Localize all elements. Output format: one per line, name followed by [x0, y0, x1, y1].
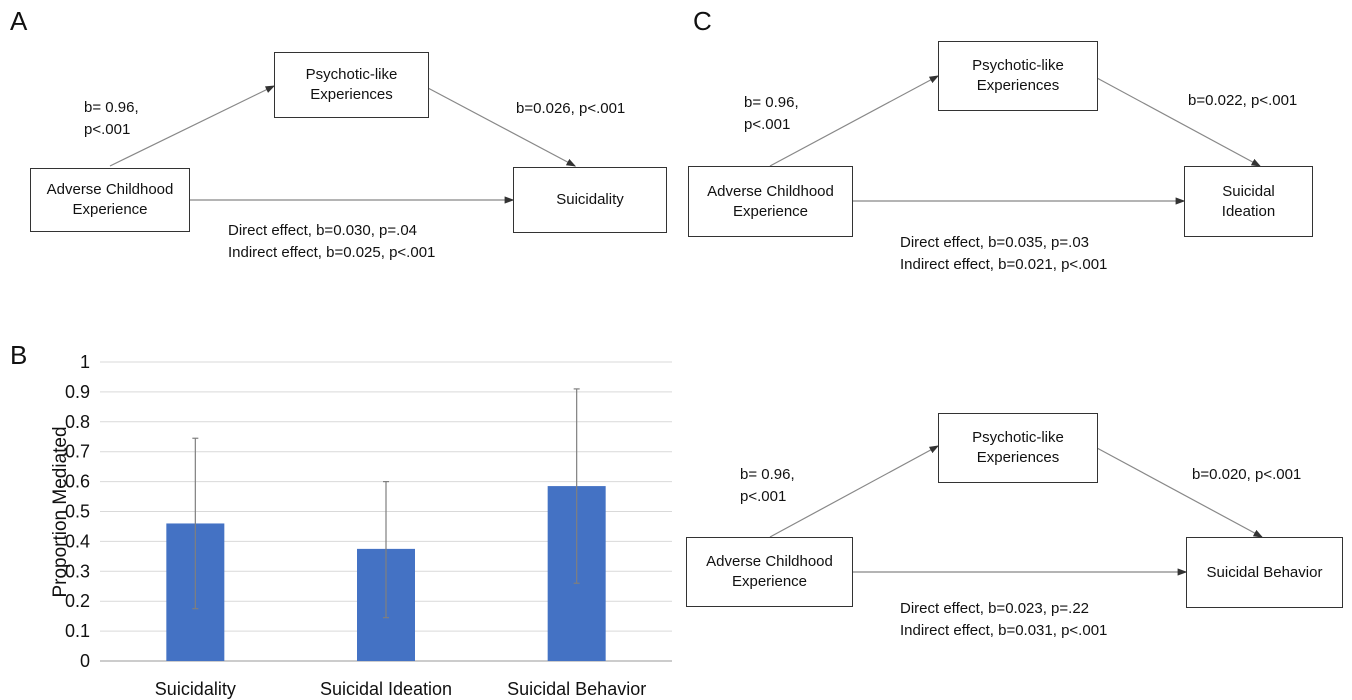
- a-path-b-label: b=0.026, p<.001: [516, 100, 626, 117]
- c-top-effects-label: Direct effect, b=0.035, p=.03 Indirect e…: [900, 234, 1108, 273]
- c-bottom-effects-label: Direct effect, b=0.023, p=.22 Indirect e…: [900, 600, 1108, 639]
- c-bottom-path-a-arrow: [769, 445, 940, 538]
- y-tick-label: 0.5: [65, 502, 90, 522]
- a-path-a-arrow: [109, 85, 276, 167]
- x-tick-label: Suicidal Ideation: [320, 679, 452, 699]
- y-tick-label: 0.1: [65, 621, 90, 641]
- a-effects-label: Direct effect, b=0.030, p=.04 Indirect e…: [228, 222, 436, 261]
- y-tick-label: 0.7: [65, 442, 90, 462]
- c-bottom-path-a-label: b= 0.96, p<.001: [740, 466, 795, 505]
- y-tick-label: 0.6: [65, 472, 90, 492]
- c-bottom-predictor-box: Adverse Childhood Experience: [686, 537, 853, 607]
- y-tick-label: 0.3: [65, 561, 90, 581]
- y-axis-label: Proportion Mediated: [50, 426, 71, 597]
- c-top-path-a-arrow: [769, 75, 940, 167]
- c-bottom-outcome-box: Suicidal Behavior: [1186, 537, 1343, 608]
- a-outcome-box: Suicidality: [513, 167, 667, 233]
- a-predictor-box: Adverse Childhood Experience: [30, 168, 190, 232]
- c-top-mediator-box: Psychotic-like Experiences: [938, 41, 1098, 111]
- y-tick-label: 0.8: [65, 412, 90, 432]
- c-bottom-path-b-arrow: [1096, 447, 1264, 538]
- x-tick-label: Suicidal Behavior: [507, 679, 646, 699]
- c-top-outcome-box: Suicidal Ideation: [1184, 166, 1313, 237]
- a-path-a-label: b= 0.96, p<.001: [84, 99, 139, 138]
- panel-c-letter: C: [693, 6, 712, 36]
- c-top-path-b-label: b=0.022, p<.001: [1188, 92, 1298, 109]
- c-bottom-mediator-box: Psychotic-like Experiences: [938, 413, 1098, 483]
- y-tick-label: 0.2: [65, 591, 90, 611]
- a-path-b-arrow: [427, 87, 577, 167]
- y-tick-label: 0.9: [65, 382, 90, 402]
- c-bottom-path-b-label: b=0.020, p<.001: [1192, 466, 1302, 483]
- y-tick-label: 0: [80, 651, 90, 671]
- panel-b-letter: B: [10, 340, 28, 370]
- y-tick-label: 0.4: [65, 531, 90, 551]
- c-top-path-a-label: b= 0.96, p<.001: [744, 94, 799, 133]
- c-top-path-b-arrow: [1096, 77, 1262, 167]
- x-tick-label: Suicidality: [155, 679, 236, 699]
- c-top-predictor-box: Adverse Childhood Experience: [688, 166, 853, 237]
- y-tick-label: 1: [80, 352, 90, 372]
- a-mediator-box: Psychotic-like Experiences: [274, 52, 429, 118]
- panel-a-letter: A: [10, 6, 28, 36]
